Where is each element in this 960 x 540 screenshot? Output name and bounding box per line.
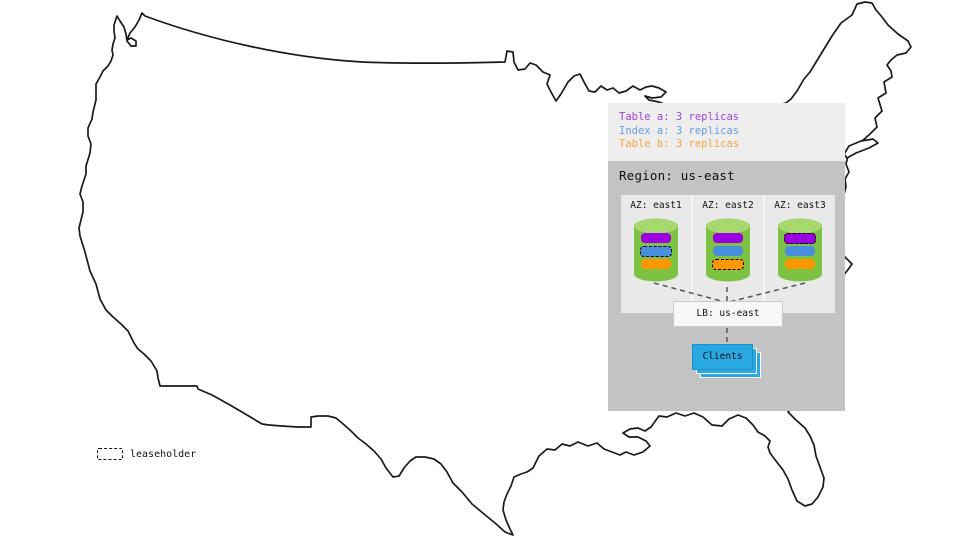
database-node: [633, 217, 679, 283]
replica-bar-table-b: [785, 259, 815, 269]
database-node: [777, 217, 823, 283]
az-east2: AZ: east2: [691, 195, 763, 313]
az-strip: AZ: east1 AZ: east2: [621, 195, 835, 313]
az-east1-label: AZ: east1: [630, 200, 682, 211]
replica-bar-index-a: [785, 246, 815, 256]
legend-table-a: Table a: 3 replicas: [619, 111, 740, 123]
clients-stack: Clients: [692, 344, 761, 378]
az-east2-label: AZ: east2: [702, 200, 754, 211]
replica-bar-table-a: [641, 233, 671, 243]
replica-bar-table-b: [712, 259, 744, 270]
az-east1: AZ: east1: [621, 195, 691, 313]
replica-bar-table-a: [713, 233, 743, 243]
leaseholder-key: leaseholder: [97, 448, 196, 460]
region-title: Region: us-east: [619, 168, 735, 183]
legend-index-a: Index a: 3 replicas: [619, 124, 740, 137]
database-node: [705, 217, 751, 283]
region-us-east: Region: us-east AZ: east1: [608, 161, 845, 411]
replica-bar-table-b: [641, 259, 671, 269]
long-island-outline: [843, 138, 879, 159]
topology-panel: Table a: 3 replicas Index a: 3 replicas …: [608, 103, 845, 411]
replica-legend: Table a: 3 replicas Index a: 3 replicas …: [608, 103, 845, 161]
clients-box: Clients: [692, 344, 753, 370]
replica-bar-index-a: [640, 246, 672, 257]
leaseholder-swatch-icon: [97, 448, 123, 460]
leaseholder-key-label: leaseholder: [130, 448, 197, 460]
az-east3: AZ: east3: [763, 195, 835, 313]
legend-table-b: Table b: 3 replicas: [619, 138, 740, 150]
replica-bar-table-a: [784, 233, 816, 244]
replica-bar-index-a: [713, 246, 743, 256]
load-balancer: LB: us-east: [673, 301, 783, 327]
az-east3-label: AZ: east3: [774, 200, 826, 211]
